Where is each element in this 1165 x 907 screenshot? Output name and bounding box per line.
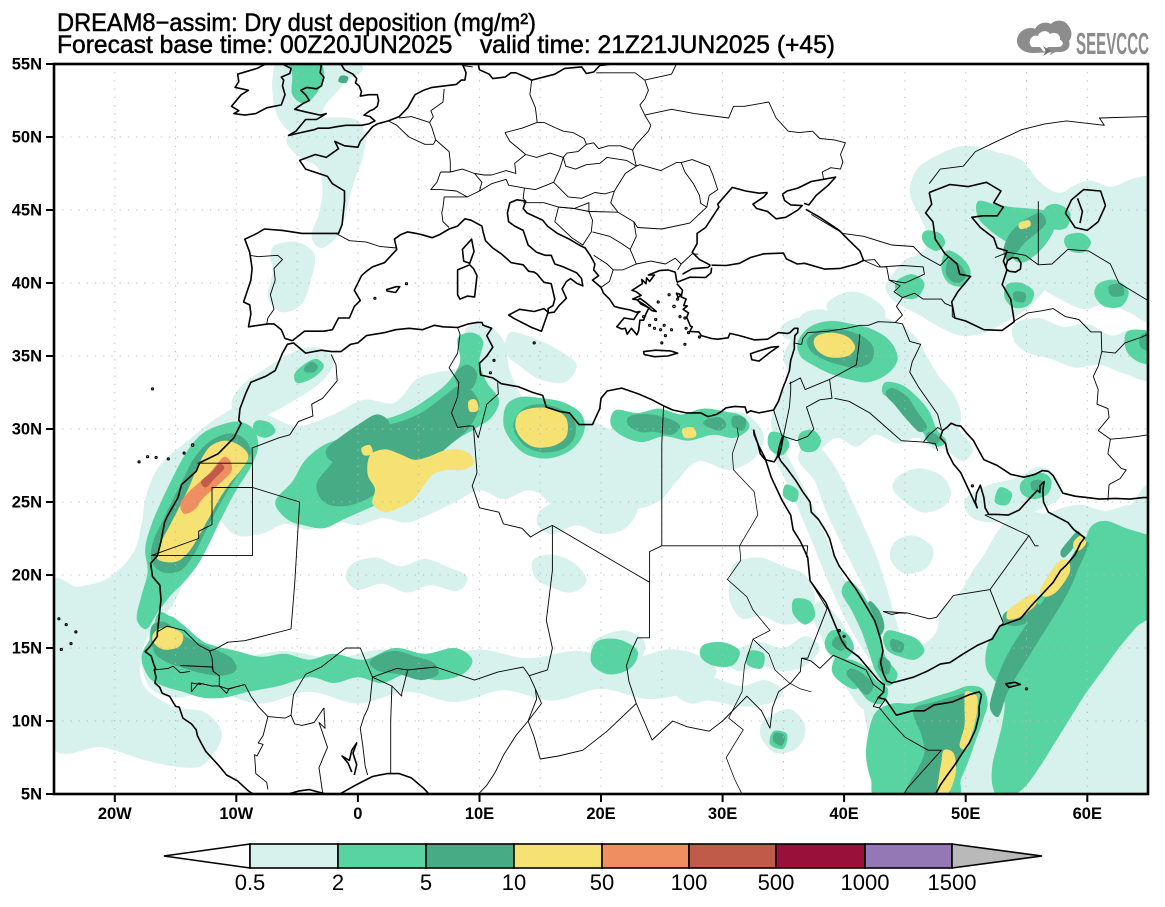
- svg-text:20E: 20E: [586, 805, 615, 823]
- svg-text:500: 500: [758, 870, 795, 895]
- svg-text:SEEVCCC: SEEVCCC: [1076, 26, 1149, 61]
- svg-text:45N: 45N: [12, 202, 42, 220]
- svg-text:40E: 40E: [829, 805, 858, 823]
- svg-text:20W: 20W: [98, 805, 132, 823]
- svg-text:20N: 20N: [12, 567, 42, 585]
- svg-text:1000: 1000: [841, 870, 890, 895]
- svg-text:60E: 60E: [1073, 805, 1102, 823]
- svg-text:5N: 5N: [21, 786, 42, 804]
- svg-text:25N: 25N: [12, 494, 42, 512]
- svg-text:5: 5: [420, 870, 432, 895]
- svg-text:50: 50: [590, 870, 614, 895]
- svg-text:Forecast base time: 00Z20JUN20: Forecast base time: 00Z20JUN2025 valid t…: [57, 31, 835, 59]
- svg-text:10N: 10N: [12, 713, 42, 731]
- svg-text:100: 100: [671, 870, 708, 895]
- svg-text:0.5: 0.5: [235, 870, 266, 895]
- svg-text:50E: 50E: [951, 805, 980, 823]
- svg-text:30N: 30N: [12, 421, 42, 439]
- svg-text:40N: 40N: [12, 275, 42, 293]
- svg-text:DREAM8−assim: Dry dust deposit: DREAM8−assim: Dry dust deposition (mg/m²…: [57, 9, 536, 37]
- svg-text:30E: 30E: [708, 805, 737, 823]
- svg-text:15N: 15N: [12, 640, 42, 658]
- svg-text:1500: 1500: [928, 870, 977, 895]
- svg-text:2: 2: [332, 870, 344, 895]
- svg-text:55N: 55N: [12, 56, 42, 74]
- svg-text:35N: 35N: [12, 348, 42, 366]
- svg-text:50N: 50N: [12, 129, 42, 147]
- svg-text:10E: 10E: [465, 805, 494, 823]
- svg-text:0: 0: [353, 805, 362, 823]
- svg-text:10W: 10W: [219, 805, 253, 823]
- svg-text:10: 10: [502, 870, 526, 895]
